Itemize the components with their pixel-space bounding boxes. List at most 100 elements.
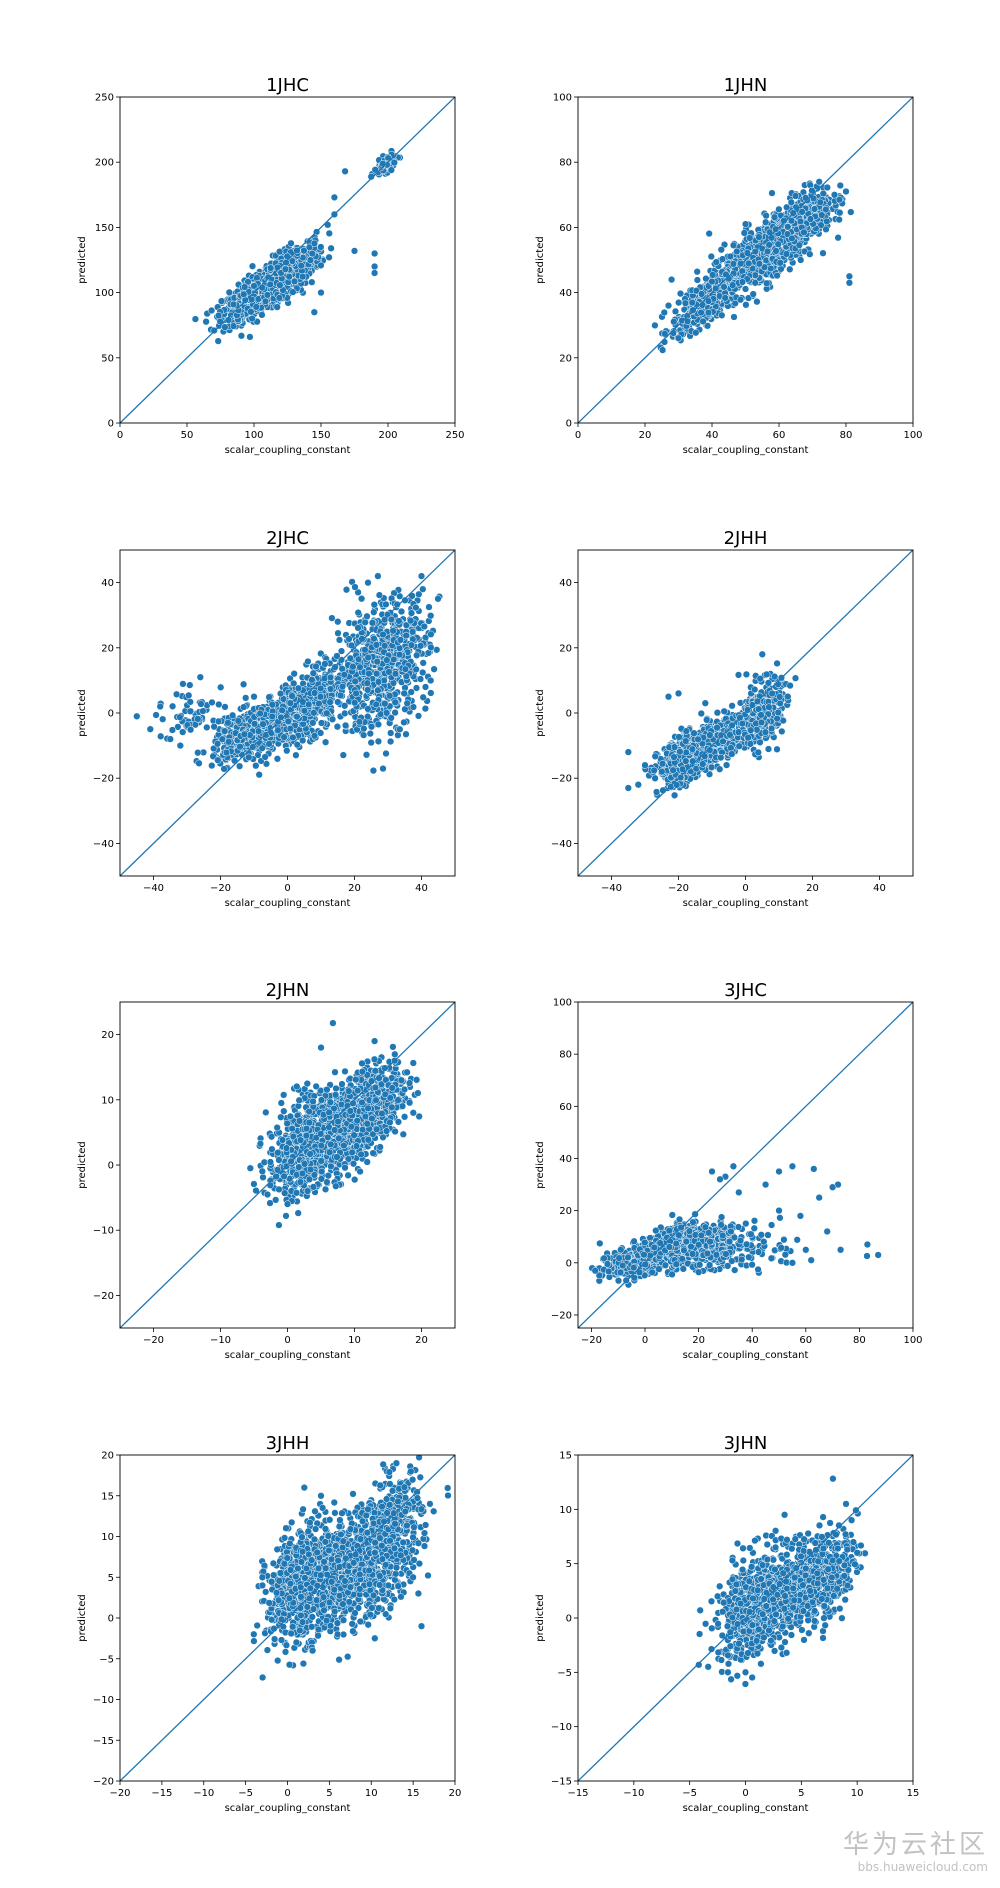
scatter-point (740, 229, 748, 237)
scatter-point (381, 700, 389, 708)
scatter-point (229, 300, 238, 309)
scatter-point (248, 262, 257, 270)
scatter-point (286, 724, 294, 733)
x-tick-label: 20 (639, 430, 652, 441)
scatter-point (321, 738, 330, 746)
scatter-point (836, 209, 844, 217)
scatter-point (364, 579, 372, 587)
scatter-point (186, 707, 194, 715)
x-tick-label: 150 (311, 430, 330, 441)
scatter-point (743, 249, 752, 257)
scatter-point (787, 198, 795, 206)
scatter-point (360, 724, 368, 733)
scatter-point (294, 684, 303, 692)
scatter-point (823, 217, 831, 226)
scatter-point (336, 691, 345, 700)
scatter-point (717, 246, 725, 254)
scatter-point (427, 676, 435, 685)
scatter-point (845, 272, 854, 280)
x-tick-label: 0 (575, 430, 581, 441)
scatter-point (373, 658, 381, 666)
scatter-point (327, 244, 335, 252)
scatter-point (185, 691, 193, 700)
scatter-point (245, 753, 253, 761)
scatter-point (299, 736, 307, 745)
scatter-point (290, 679, 298, 688)
scatter-point (228, 711, 237, 719)
y-tick-label: 150 (95, 223, 114, 234)
scatter-point (221, 727, 229, 735)
axes-frame (119, 96, 456, 424)
scatter-point (337, 647, 346, 655)
subplot-2jhh: 2JHH−40 −20 0 20 40−40−2002040scalar_couplin… (535, 528, 914, 909)
scatter-point (334, 618, 342, 626)
scatter-point (202, 318, 210, 326)
x-tick-label: 40 (706, 430, 719, 441)
scatter-point (400, 718, 408, 727)
scatter-point (765, 228, 774, 236)
scatter-point (304, 657, 312, 666)
scatter-point (225, 288, 233, 297)
scatter-point (323, 709, 331, 717)
x-tick-label: 40 (415, 883, 428, 894)
scatter-point (316, 729, 325, 737)
scatter-point (290, 277, 299, 286)
scatter-point (847, 208, 855, 216)
scatter-point (176, 741, 184, 750)
scatter-point (258, 311, 266, 319)
scatter-point (241, 283, 249, 291)
scatter-point (367, 738, 375, 747)
scatter-point (763, 279, 771, 287)
scatter-point (370, 608, 378, 616)
identity-line (578, 97, 913, 423)
scatter-point (818, 211, 826, 219)
scatter-point (722, 270, 730, 279)
scatter-point (741, 220, 750, 228)
scatter-point (415, 590, 423, 598)
scatter-point (277, 713, 285, 722)
y-tick-label: 80 (559, 158, 572, 169)
identity-line (120, 97, 455, 423)
scatter-point (261, 297, 270, 305)
scatter-point (339, 751, 347, 759)
x-axis-label: scalar_coupling_constant (225, 445, 351, 456)
scatter-point (386, 692, 394, 700)
scatter-point (797, 256, 805, 264)
scatter-point (822, 225, 830, 233)
scatter-point (830, 191, 839, 199)
x-tick-label: 80 (840, 430, 853, 441)
scatter-point (364, 653, 372, 662)
scatter-point (762, 218, 770, 226)
scatter-point (381, 616, 389, 624)
scatter-point (736, 296, 745, 304)
scatter-point (370, 635, 378, 643)
scatter-point (387, 615, 396, 624)
scatter-point (208, 761, 216, 770)
scatter-point (661, 330, 669, 338)
scatter-point (221, 323, 229, 331)
scatter-point (387, 729, 395, 737)
scatter-point (338, 682, 347, 691)
scatter-point (784, 223, 792, 231)
scatter-point (746, 234, 754, 242)
scatter-point (289, 733, 297, 742)
scatter-point (667, 275, 676, 284)
scatter-point (823, 183, 831, 192)
scatter-point (391, 670, 400, 678)
scatter-point (835, 196, 844, 204)
scatter-point (395, 617, 403, 625)
scatter-point (213, 740, 222, 748)
subplot-title: 1JHN (724, 75, 768, 96)
scatter-point (214, 756, 222, 764)
scatter-point (330, 193, 339, 202)
scatter-point (791, 192, 800, 200)
scatter-point (341, 721, 350, 730)
scatter-point (284, 717, 292, 726)
scatter-point (341, 709, 349, 718)
scatter-point (419, 585, 427, 593)
scatter-point (335, 636, 344, 644)
scatter-point (321, 660, 329, 668)
scatter-point (798, 208, 806, 216)
